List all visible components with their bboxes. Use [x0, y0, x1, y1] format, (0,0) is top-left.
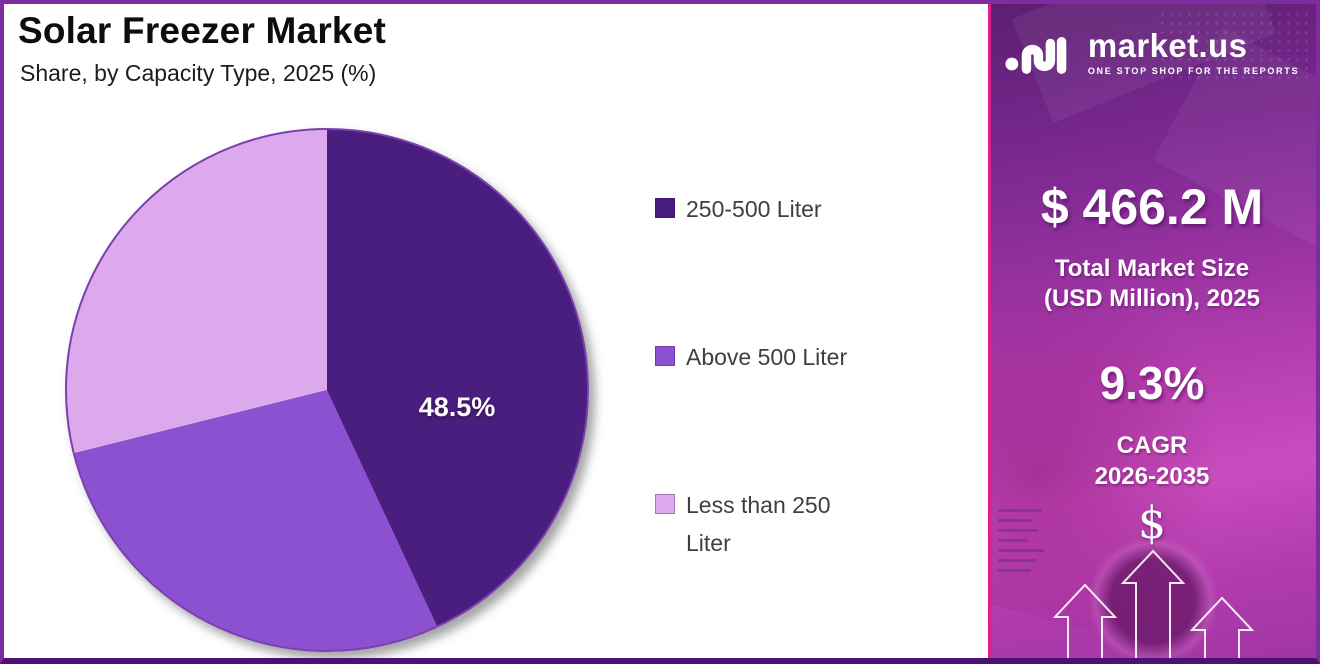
legend-item-above-500-liter: Above 500 Liter — [655, 338, 847, 376]
page-subtitle: Share, by Capacity Type, 2025 (%) — [20, 60, 377, 86]
cagr-label: CAGR 2026-2035 — [988, 430, 1316, 492]
legend-label: 250-500 Liter — [686, 196, 822, 222]
sidebar-accent-strip — [988, 4, 991, 658]
pie-chart — [65, 128, 589, 652]
brand-logo: market.us ONE STOP SHOP FOR THE REPORTS — [988, 28, 1316, 76]
legend-swatch-icon — [655, 198, 675, 218]
cagr-value: 9.3% — [1099, 357, 1205, 409]
legend-label: Less than 250 Liter — [686, 492, 831, 556]
brand-sidebar: market.us ONE STOP SHOP FOR THE REPORTS … — [988, 4, 1316, 658]
page-title: Solar Freezer Market — [18, 10, 387, 51]
total-market-size-label-line1: Total Market Size — [1054, 255, 1250, 282]
dollar-icon: $ — [1138, 498, 1166, 549]
legend-item-250-500-liter: 250-500 Liter — [655, 190, 822, 228]
chart-legend: 250-500 Liter Above 500 Liter Less than … — [655, 190, 895, 556]
growth-arrows-icon — [1052, 549, 1255, 658]
pie-chart-area: 48.5% — [65, 128, 589, 652]
legend-label: Above 500 Liter — [686, 344, 848, 370]
pie-slice-data-label: 48.5% — [418, 392, 496, 422]
sidebar-decor-text-lines — [998, 509, 1044, 579]
cagr-label-line1: CAGR — [1116, 432, 1188, 459]
legend-item-less-than-250-liter: Less than 250 Liter — [655, 486, 866, 562]
legend-swatch-icon — [655, 494, 675, 514]
total-market-size-label-line2: (USD Million), 2025 — [1043, 285, 1261, 312]
sidebar-decor-dots — [1158, 10, 1308, 82]
brand-tagline: ONE STOP SHOP FOR THE REPORTS — [1087, 66, 1300, 76]
legend-swatch-icon — [655, 346, 675, 366]
total-market-size-value: $ 466.2 M — [1040, 179, 1264, 235]
cagr-label-line2: 2026-2035 — [1094, 463, 1210, 490]
brand-name: market.us — [1087, 27, 1248, 64]
market-us-logo-icon — [1005, 37, 1067, 74]
total-market-size-label: Total Market Size (USD Million), 2025 — [988, 254, 1316, 314]
